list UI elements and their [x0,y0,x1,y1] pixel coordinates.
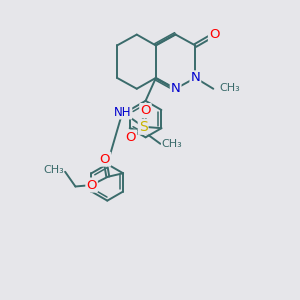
Text: NH: NH [114,106,131,118]
Text: N: N [171,82,181,95]
Text: CH₃: CH₃ [162,139,183,149]
Text: O: O [100,153,110,166]
Text: N: N [190,71,200,84]
Text: O: O [140,104,151,117]
Text: CH₃: CH₃ [43,165,64,175]
Text: CH₃: CH₃ [220,83,241,93]
Text: O: O [125,130,136,143]
Text: S: S [139,120,148,134]
Text: O: O [86,178,97,191]
Text: O: O [209,28,219,41]
